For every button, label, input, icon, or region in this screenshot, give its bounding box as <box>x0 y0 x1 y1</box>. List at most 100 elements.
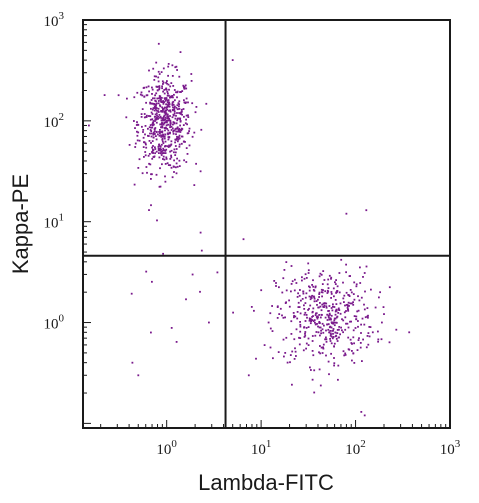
data-point <box>333 324 336 327</box>
data-point <box>165 148 168 151</box>
data-point <box>156 89 159 92</box>
data-point <box>147 127 149 130</box>
data-point <box>173 93 175 96</box>
data-point <box>162 115 165 118</box>
data-point <box>381 321 383 324</box>
data-point <box>178 137 181 140</box>
data-point <box>365 346 368 349</box>
y-tick-label: 101 <box>44 212 65 232</box>
data-point <box>359 342 362 344</box>
data-point <box>170 327 173 329</box>
data-point <box>336 291 338 294</box>
data-point <box>260 289 263 292</box>
data-point <box>167 138 170 141</box>
data-point <box>175 122 178 125</box>
data-point <box>349 320 351 323</box>
data-point <box>345 322 347 325</box>
data-point <box>296 317 299 320</box>
y-axis-title: Kappa-PE <box>8 174 33 274</box>
data-point <box>347 309 350 312</box>
data-point <box>353 298 356 301</box>
data-point <box>334 313 337 316</box>
data-point <box>167 99 170 101</box>
data-point <box>150 135 153 138</box>
data-point <box>179 112 182 115</box>
data-point <box>181 135 184 138</box>
data-point <box>334 335 337 338</box>
data-point <box>154 94 156 97</box>
data-point <box>164 116 167 119</box>
data-point <box>176 157 178 160</box>
data-point <box>162 90 164 93</box>
data-point <box>317 306 320 309</box>
data-point <box>145 101 147 104</box>
data-point <box>369 326 372 328</box>
data-point <box>150 111 153 114</box>
data-point <box>408 331 411 334</box>
data-point <box>167 146 170 148</box>
data-point <box>178 103 180 106</box>
data-point <box>170 149 173 152</box>
data-point <box>322 343 325 346</box>
data-point <box>312 279 314 282</box>
data-point <box>153 155 156 158</box>
data-point <box>313 391 316 394</box>
data-point <box>347 336 350 339</box>
data-point <box>133 120 135 122</box>
data-point <box>153 109 156 112</box>
data-point <box>150 99 153 101</box>
data-point <box>290 283 293 285</box>
data-point <box>332 332 334 335</box>
data-point <box>321 291 324 294</box>
data-point <box>150 126 153 129</box>
data-point <box>299 312 302 315</box>
data-point <box>162 158 164 160</box>
data-point <box>141 94 144 97</box>
data-point <box>148 90 150 93</box>
data-point <box>299 337 302 339</box>
data-point <box>303 336 306 338</box>
data-point <box>150 102 153 105</box>
data-point <box>183 99 185 102</box>
data-point <box>170 166 173 169</box>
data-point <box>349 302 352 305</box>
data-point <box>136 139 139 142</box>
data-point <box>165 158 168 160</box>
data-point <box>344 352 347 355</box>
data-point <box>333 362 336 365</box>
data-point <box>162 100 164 102</box>
data-point <box>164 145 166 148</box>
data-point <box>255 357 257 360</box>
data-point <box>155 173 158 176</box>
data-point <box>168 118 171 120</box>
data-point <box>150 142 152 144</box>
data-point <box>136 91 139 94</box>
data-point <box>231 59 234 61</box>
data-point <box>388 341 391 344</box>
data-point <box>352 329 355 332</box>
data-point <box>169 150 171 153</box>
data-point <box>303 277 306 280</box>
data-point <box>173 159 175 162</box>
data-point <box>317 325 319 328</box>
data-point <box>163 92 166 95</box>
data-point <box>346 306 349 309</box>
data-point <box>167 132 170 135</box>
data-point <box>166 113 169 116</box>
data-point <box>326 283 329 286</box>
data-point <box>152 152 154 154</box>
data-point <box>126 97 128 100</box>
data-point <box>176 108 179 111</box>
data-point <box>170 154 172 157</box>
data-point <box>149 118 152 121</box>
data-point <box>177 136 180 138</box>
data-point <box>346 322 349 325</box>
data-point <box>165 88 168 91</box>
data-point <box>320 288 323 291</box>
data-point <box>322 289 324 291</box>
data-point <box>156 85 159 88</box>
data-point <box>154 113 157 116</box>
data-point <box>166 90 169 93</box>
data-point <box>191 273 194 276</box>
